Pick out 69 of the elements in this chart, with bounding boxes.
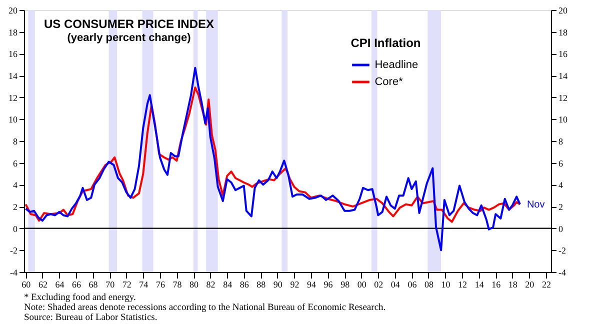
y-tick-label: 0 (13, 224, 18, 234)
y-tick-label: -2 (10, 246, 18, 256)
y2-tick-label: 20 (558, 6, 568, 16)
y-tick-label: 6 (13, 158, 18, 168)
text: Note: Shaded areas denote recessions according to the National Bureau of Economic Research. (24, 303, 386, 313)
x-tick-label: 82 (206, 280, 216, 290)
y-tick-label: 2 (13, 202, 18, 212)
text: (yearly percent change) (67, 32, 192, 44)
text: US CONSUMER PRICE INDEX (44, 17, 214, 31)
x-tick-label: 86 (240, 280, 250, 290)
x-tick-label: 70 (106, 280, 116, 290)
y2-tick-label: 18 (558, 27, 568, 38)
y2-tick-label: 2 (558, 202, 563, 212)
x-tick-label: 72 (122, 280, 132, 290)
legend-label: Core* (374, 76, 404, 88)
x-tick-label: 74 (139, 280, 149, 290)
y2-tick-label: 4 (558, 180, 564, 190)
x-tick-label: 08 (424, 280, 434, 290)
x-tick-label: 10 (441, 280, 451, 290)
x-tick-label: 18 (508, 280, 518, 290)
y-tick-label: 20 (8, 6, 18, 16)
y-tick-label: 12 (8, 92, 18, 103)
line-series (24, 86, 521, 223)
x-tick-label: 98 (340, 280, 350, 290)
annotation: Nov (526, 199, 545, 210)
x-tick-label: 04 (390, 280, 400, 290)
y2-tick-label: 6 (558, 158, 564, 168)
source-note: Source: Bureau of Labor Statistics. (24, 313, 158, 323)
y-tick-label: 16 (8, 49, 18, 60)
x-tick-label: 14 (474, 280, 484, 290)
x-tick-label: 62 (38, 280, 48, 290)
x-tick-label: 88 (256, 280, 266, 290)
x-tick-label: 80 (190, 280, 200, 290)
y2-tick-label: 8 (558, 136, 564, 146)
y-tick-label: -4 (10, 268, 18, 278)
y-tick-label: 18 (8, 27, 18, 38)
x-tick-label: 84 (223, 280, 233, 290)
legend-title: CPI Inflation (350, 36, 421, 50)
x-tick-label: 64 (55, 280, 65, 290)
line-series (24, 66, 521, 252)
y2-tick-label: 16 (558, 49, 568, 60)
x-tick-label: 78 (172, 280, 182, 290)
x-tick-label: 92 (290, 280, 300, 290)
x-tick-label: 94 (306, 280, 316, 290)
y2-tick-label: -4 (558, 268, 566, 278)
y-tick-label: 8 (13, 136, 18, 146)
x-tick-label: 60 (22, 280, 32, 290)
y2-tick-label: -2 (558, 246, 566, 256)
x-tick-label: 66 (72, 280, 82, 290)
y2-tick-label: 10 (558, 114, 568, 125)
x-tick-label: 20 (525, 280, 535, 290)
y2-tick-label: 12 (558, 92, 568, 103)
x-tick-label: 76 (156, 280, 166, 290)
x-tick-label: 12 (458, 280, 468, 290)
text: * Excluding food and energy. (24, 293, 136, 303)
x-tick-label: 06 (408, 280, 418, 290)
y2-tick-label: 0 (558, 224, 564, 234)
y-tick-label: 4 (13, 180, 18, 190)
y-tick-label: 10 (8, 114, 18, 125)
x-tick-label: 96 (324, 280, 334, 290)
y-tick-label: 14 (8, 71, 18, 81)
x-tick-label: 02 (374, 280, 384, 290)
x-tick-label: 90 (273, 280, 283, 290)
legend-label: Headline (374, 59, 418, 71)
y2-tick-label: 14 (558, 71, 568, 81)
x-tick-label: 68 (88, 280, 98, 290)
x-tick-label: 22 (542, 280, 551, 290)
x-tick-label: 16 (492, 280, 502, 290)
x-tick-label: 00 (357, 280, 367, 290)
